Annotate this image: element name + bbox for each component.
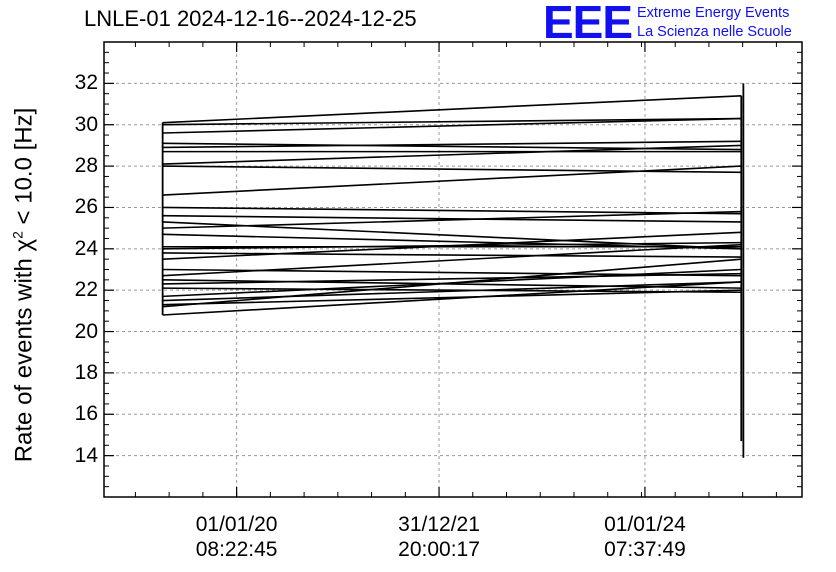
x-tick-label-time: 08:22:45 — [195, 538, 278, 561]
y-tick-label: 16 — [74, 402, 98, 426]
y-tick-label: 28 — [74, 154, 98, 178]
data-series — [161, 83, 745, 458]
data-segment — [162, 281, 742, 302]
eee-logo: EEE — [543, 0, 633, 48]
data-segment — [162, 281, 742, 316]
y-tick-label: 18 — [74, 360, 98, 384]
data-segment — [162, 289, 742, 306]
data-segment — [162, 144, 742, 165]
data-segment — [162, 117, 742, 134]
x-tick-label-time: 07:37:49 — [604, 538, 686, 561]
x-tick-label-time: 20:00:17 — [398, 538, 480, 561]
y-tick-label: 26 — [74, 195, 98, 219]
data-segment — [162, 94, 742, 124]
data-segment — [162, 206, 742, 215]
data-segment — [162, 258, 742, 308]
y-tick-label: 30 — [74, 112, 98, 136]
data-segment — [162, 140, 742, 149]
x-tick-label: 31/12/21 20:00:17 — [369, 512, 509, 562]
x-tick-label-date: 01/01/24 — [604, 513, 686, 536]
axis-ticks — [104, 42, 802, 497]
data-segment — [162, 210, 742, 229]
data-segment — [162, 287, 742, 294]
data-segment — [162, 272, 742, 285]
logo-caption-line1: Extreme Energy Events — [637, 5, 790, 21]
y-tick-label: 24 — [74, 236, 98, 260]
data-segment — [162, 252, 742, 258]
y-axis-label: Rate of events with χ2 < 10.0 [Hz] — [10, 108, 39, 463]
x-tick-label: 01/01/24 07:37:49 — [575, 512, 715, 562]
data-segment — [162, 214, 742, 223]
data-segment — [162, 165, 742, 174]
y-tick-label: 22 — [74, 278, 98, 302]
y-axis-label-before: Rate of events with χ — [10, 238, 38, 463]
data-segment — [162, 165, 742, 196]
chart-title: LNLE-01 2024-12-16--2024-12-25 — [84, 6, 417, 31]
y-tick-label: 20 — [74, 319, 98, 343]
x-tick-label-date: 01/01/20 — [195, 513, 278, 536]
y-axis-label-after: < 10.0 [Hz] — [10, 107, 38, 232]
data-segment — [162, 243, 742, 277]
logo-caption-line2: La Scienza nelle Scuole — [637, 24, 792, 40]
data-segment — [162, 231, 742, 260]
logo-caption: Extreme Energy Events La Scienza nelle S… — [637, 4, 792, 42]
y-axis-label-sup: 2 — [9, 231, 26, 239]
x-tick-label-date: 31/12/21 — [398, 513, 480, 536]
x-tick-label: 01/01/20 08:22:45 — [167, 512, 307, 562]
y-tick-label: 32 — [74, 71, 98, 95]
data-segment — [162, 117, 742, 126]
y-tick-label: 14 — [74, 443, 98, 467]
